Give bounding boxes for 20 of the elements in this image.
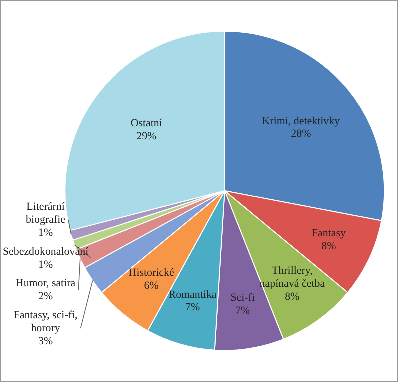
slice-label: Romantika (168, 288, 217, 301)
data-label: 28% (291, 128, 312, 140)
slice-label: Ostatní (130, 118, 162, 130)
slice-label: Humor, satira (16, 278, 76, 290)
data-label: 1% (38, 258, 54, 271)
slice-label: Historické (128, 266, 175, 279)
data-label: 29% (136, 130, 157, 143)
slice-label: Sci-fi (230, 292, 256, 304)
data-label: 1% (38, 226, 54, 239)
slice-label: Fantasy (312, 227, 346, 240)
data-label: 8% (322, 240, 336, 252)
data-label: 7% (236, 304, 250, 317)
slice-label: Fantasy, sci-fi, horory (14, 310, 78, 334)
data-label: 2% (38, 290, 54, 303)
slice-label: Literární biografie (26, 201, 66, 226)
data-label: 8% (285, 290, 300, 303)
data-label: 3% (38, 335, 54, 348)
slice-label: Krimi, detektivky (262, 115, 341, 128)
data-label: 6% (144, 280, 159, 292)
data-label: 7% (185, 302, 200, 314)
